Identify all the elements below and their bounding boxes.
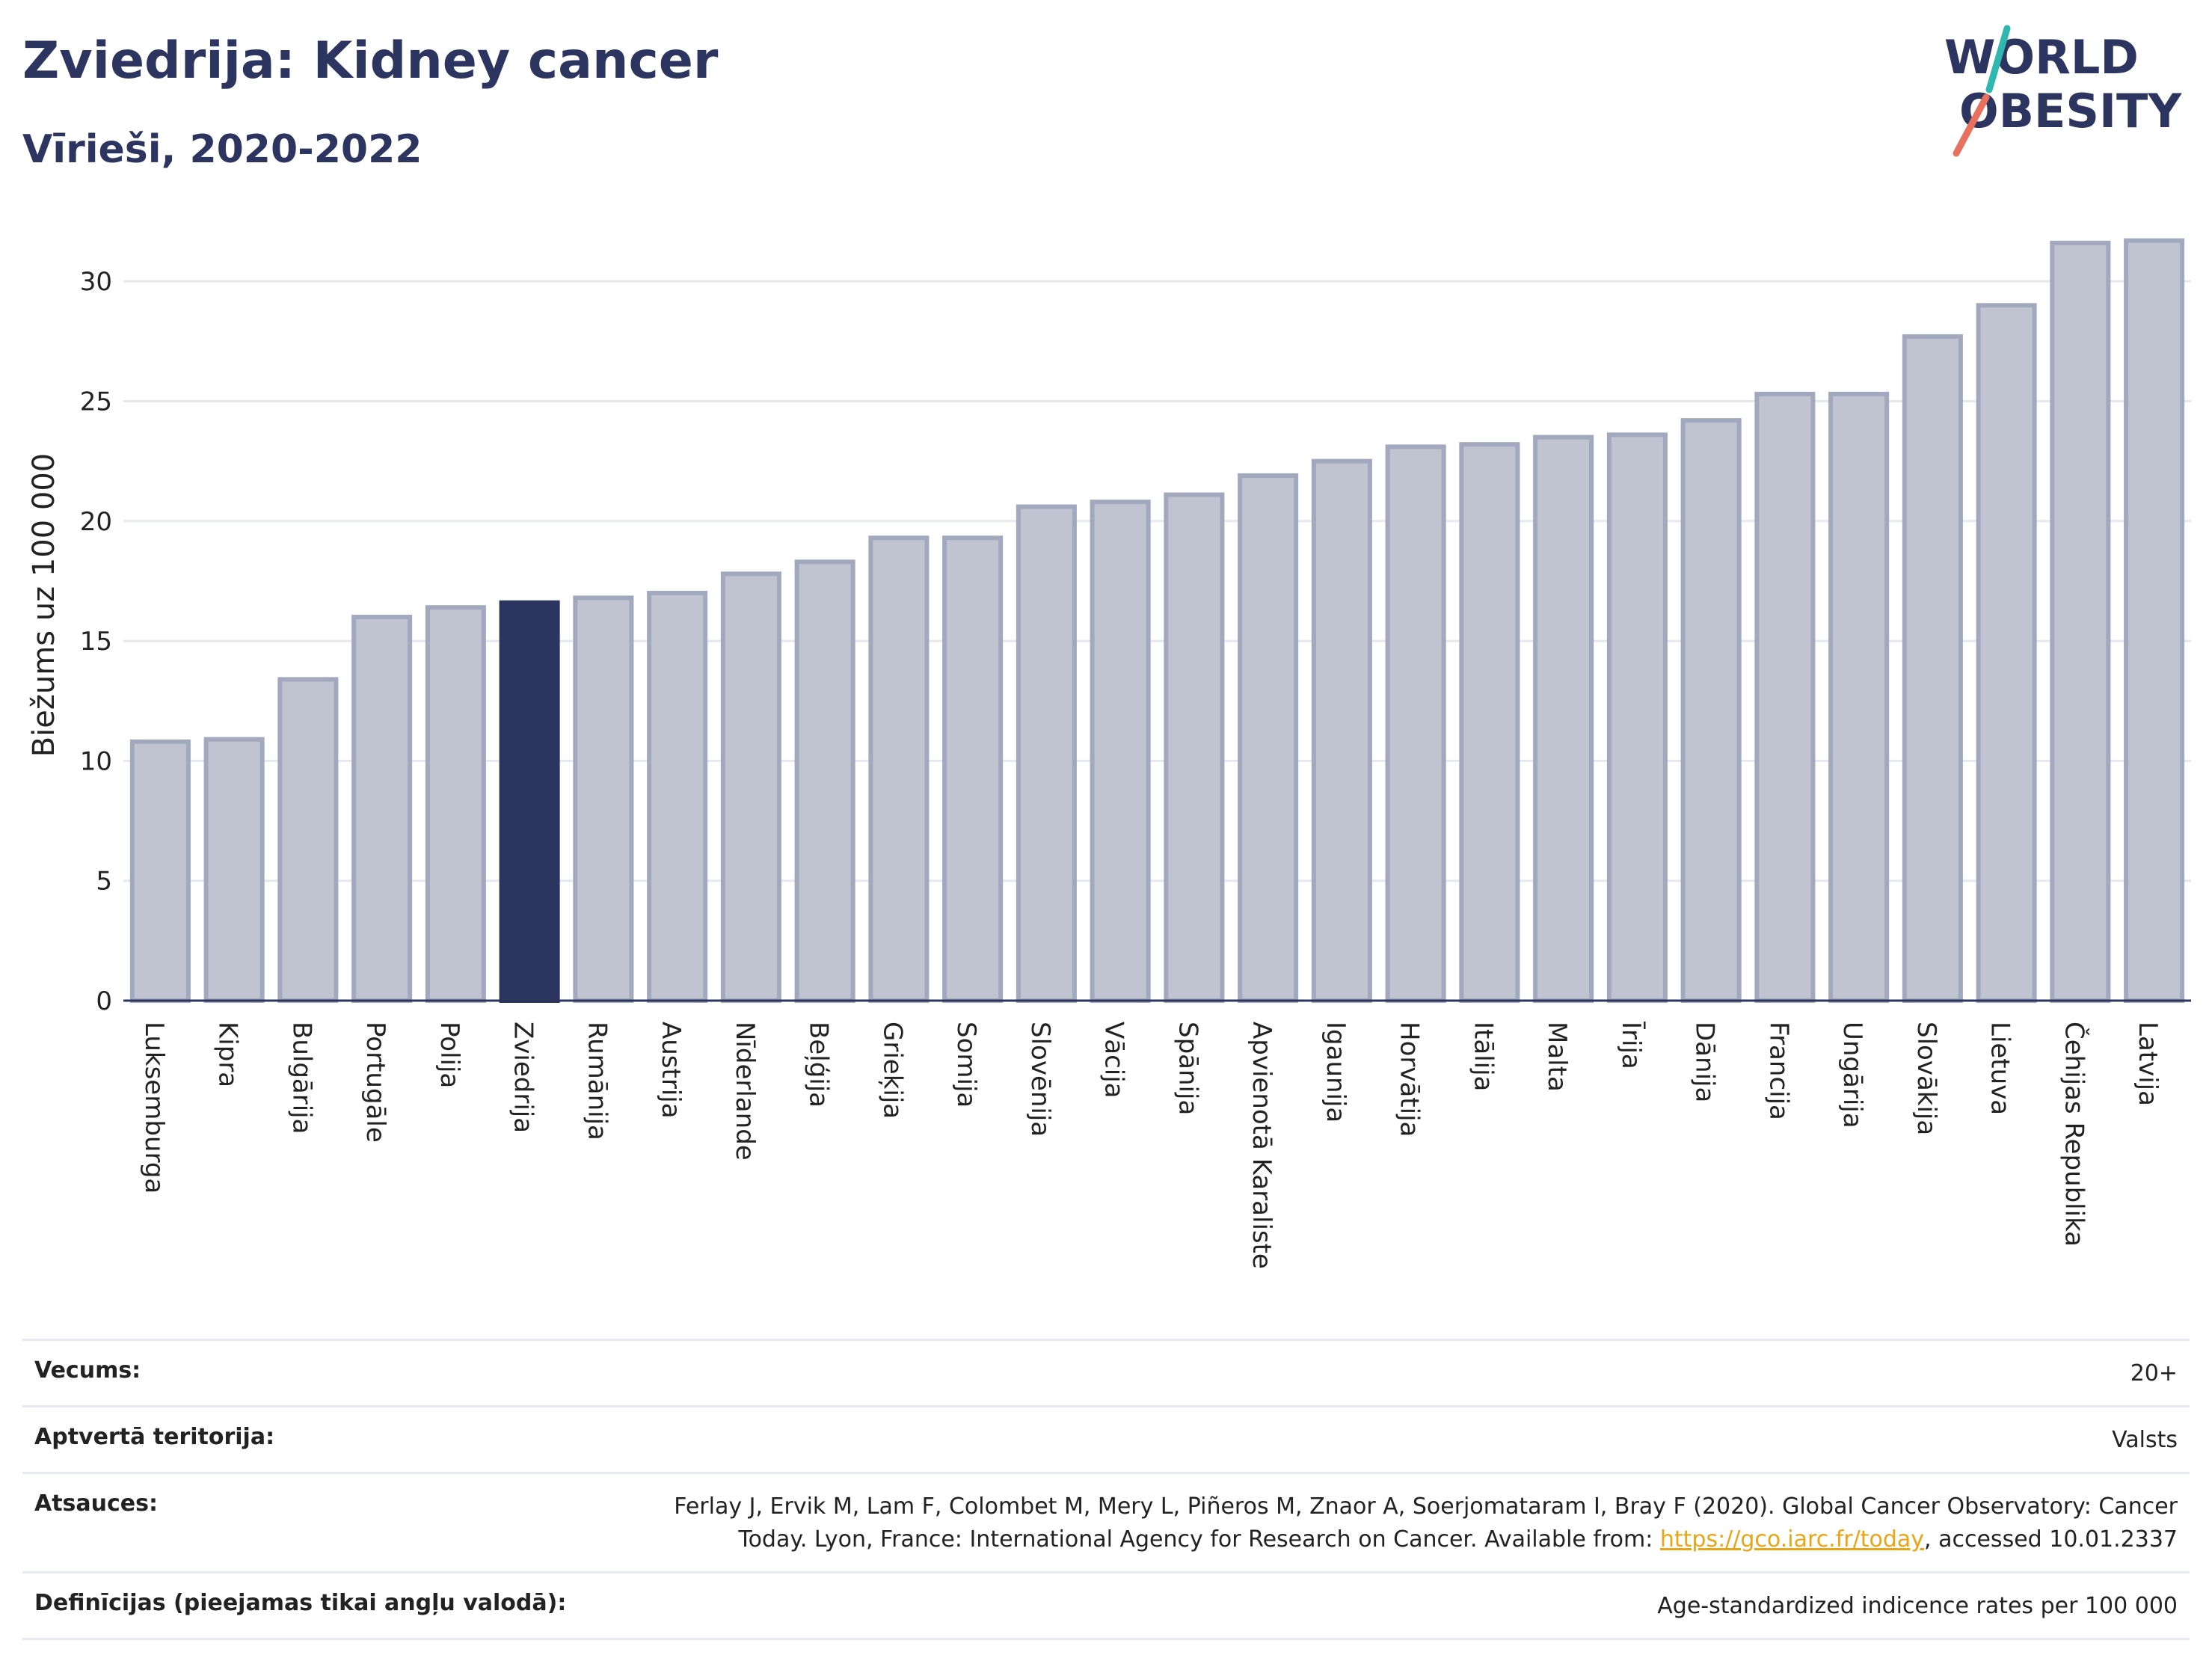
age-value: 20+ [2130, 1360, 2178, 1387]
y-tick-label: 15 [80, 627, 112, 657]
bar [1164, 492, 1225, 1003]
x-tick-label: Austrija [656, 1022, 686, 1119]
x-tick-label: Somija [951, 1022, 981, 1108]
bar-chart: 0 5 10 15 20 25 30 Luksemburga Kipra Bulgārija Po… [27, 238, 2191, 1269]
x-tick-label: Kipra [213, 1022, 243, 1087]
bar [203, 737, 265, 1003]
references-value: Ferlay J, Ervik M, Lam F, Colombet M, Me… [674, 1490, 2178, 1556]
chart-title: Zviedrija: Kidney cancer [22, 31, 719, 90]
bar [647, 590, 708, 1003]
bar [1976, 303, 2037, 1003]
references-line1: Ferlay J, Ervik M, Lam F, Colombet M, Me… [674, 1493, 2178, 1520]
info-row-references: Atsauces: Ferlay J, Ervik M, Lam F, Colo… [22, 1472, 2190, 1571]
bar [868, 535, 930, 1003]
bar [351, 615, 413, 1003]
x-tick-label: Slovēnija [1025, 1022, 1055, 1137]
bar-highlighted [499, 600, 560, 1003]
references-label: Atsauces: [34, 1490, 158, 1517]
x-tick-label: Lietuva [1985, 1022, 2015, 1115]
svg-text:OBESITY: OBESITY [1959, 84, 2182, 138]
y-tick-label: 5 [96, 867, 112, 897]
bar [1238, 473, 1299, 1003]
bar [1902, 334, 1963, 1003]
x-axis-ticks: Luksemburga Kipra Bulgārija Portugāle Polija… [139, 1022, 2163, 1269]
x-tick-label: Beļģija [804, 1022, 834, 1108]
territory-label: Aptvertā teritorija: [34, 1424, 275, 1450]
bar [277, 677, 339, 1003]
bar [129, 739, 191, 1004]
x-tick-label: Spānija [1173, 1022, 1202, 1115]
info-row-definitions: Definīcijas (pieejamas tikai angļu valod… [22, 1571, 2190, 1640]
bar [1090, 500, 1151, 1003]
definitions-value: Age-standardized indicence rates per 100… [1657, 1593, 2178, 1619]
y-axis-ticks: 0 5 10 15 20 25 30 [80, 267, 112, 1016]
info-row-territory: Aptvertā teritorija: Valsts [22, 1405, 2190, 1472]
territory-value: Valsts [2112, 1427, 2178, 1453]
x-tick-label: Portugāle [360, 1022, 390, 1143]
x-tick-label: Apvienotā Karaliste [1247, 1022, 1276, 1269]
y-tick-label: 10 [80, 746, 112, 776]
bar [1680, 418, 1742, 1003]
x-tick-label: Luksemburga [139, 1022, 169, 1194]
x-tick-label: Itālija [1468, 1022, 1498, 1091]
y-tick-label: 20 [80, 507, 112, 537]
y-tick-label: 0 [96, 986, 112, 1016]
x-tick-label: Vācija [1099, 1022, 1129, 1099]
x-tick-label: Rumānija [582, 1022, 612, 1140]
info-table: Vecums: 20+ Aptvertā teritorija: Valsts … [22, 1339, 2190, 1640]
references-link[interactable]: https://gco.iarc.fr/today [1659, 1526, 1925, 1553]
bar [942, 535, 1004, 1003]
info-row-age: Vecums: 20+ [22, 1339, 2190, 1405]
bars [129, 238, 2185, 1004]
bar [2050, 240, 2111, 1004]
x-tick-label: Latvija [2133, 1022, 2163, 1106]
y-tick-label: 30 [80, 267, 112, 297]
x-tick-label: Igaunija [1321, 1022, 1351, 1123]
references-line2-pre: Today. Lyon, France: International Agenc… [738, 1526, 1660, 1553]
chart-subtitle: Vīrieši, 2020-2022 [22, 127, 423, 172]
bar [1754, 391, 1816, 1003]
x-tick-label: Polija [434, 1022, 464, 1088]
bar [1016, 504, 1077, 1003]
bar [720, 571, 781, 1003]
svg-text:WORLD: WORLD [1944, 30, 2139, 85]
y-axis-title: Biežums uz 100 000 [27, 453, 61, 758]
bar [1459, 442, 1520, 1003]
x-tick-label: Čehijas Republika [2059, 1022, 2089, 1247]
x-tick-label: Nīderlande [730, 1022, 760, 1161]
x-tick-label: Īrija [1616, 1022, 1646, 1069]
definitions-label: Definīcijas (pieejamas tikai angļu valod… [34, 1590, 567, 1616]
bar [1533, 435, 1594, 1003]
x-tick-label: Malta [1542, 1022, 1572, 1092]
bar [2124, 238, 2185, 1004]
bar [1828, 391, 1890, 1003]
bar [425, 605, 486, 1003]
x-tick-label: Horvātija [1395, 1022, 1425, 1137]
references-line2-post: , accessed 10.01.2337 [1924, 1526, 2178, 1553]
world-obesity-logo: WORLD OBESITY [1944, 25, 2182, 157]
x-tick-label: Bulgārija [286, 1022, 316, 1134]
x-tick-label: Slovākija [1911, 1022, 1941, 1135]
x-tick-label: Francija [1763, 1022, 1793, 1120]
x-tick-label: Ungārija [1837, 1022, 1867, 1129]
bar [1385, 444, 1446, 1003]
x-tick-label: Dānija [1690, 1022, 1720, 1102]
y-tick-label: 25 [80, 387, 112, 417]
age-label: Vecums: [34, 1357, 141, 1384]
x-tick-label: Grieķija [877, 1022, 907, 1119]
x-tick-label: Zviedrija [509, 1022, 538, 1133]
bar [1606, 432, 1668, 1003]
bar [1311, 458, 1372, 1003]
bar [573, 595, 634, 1003]
bar [794, 559, 855, 1003]
